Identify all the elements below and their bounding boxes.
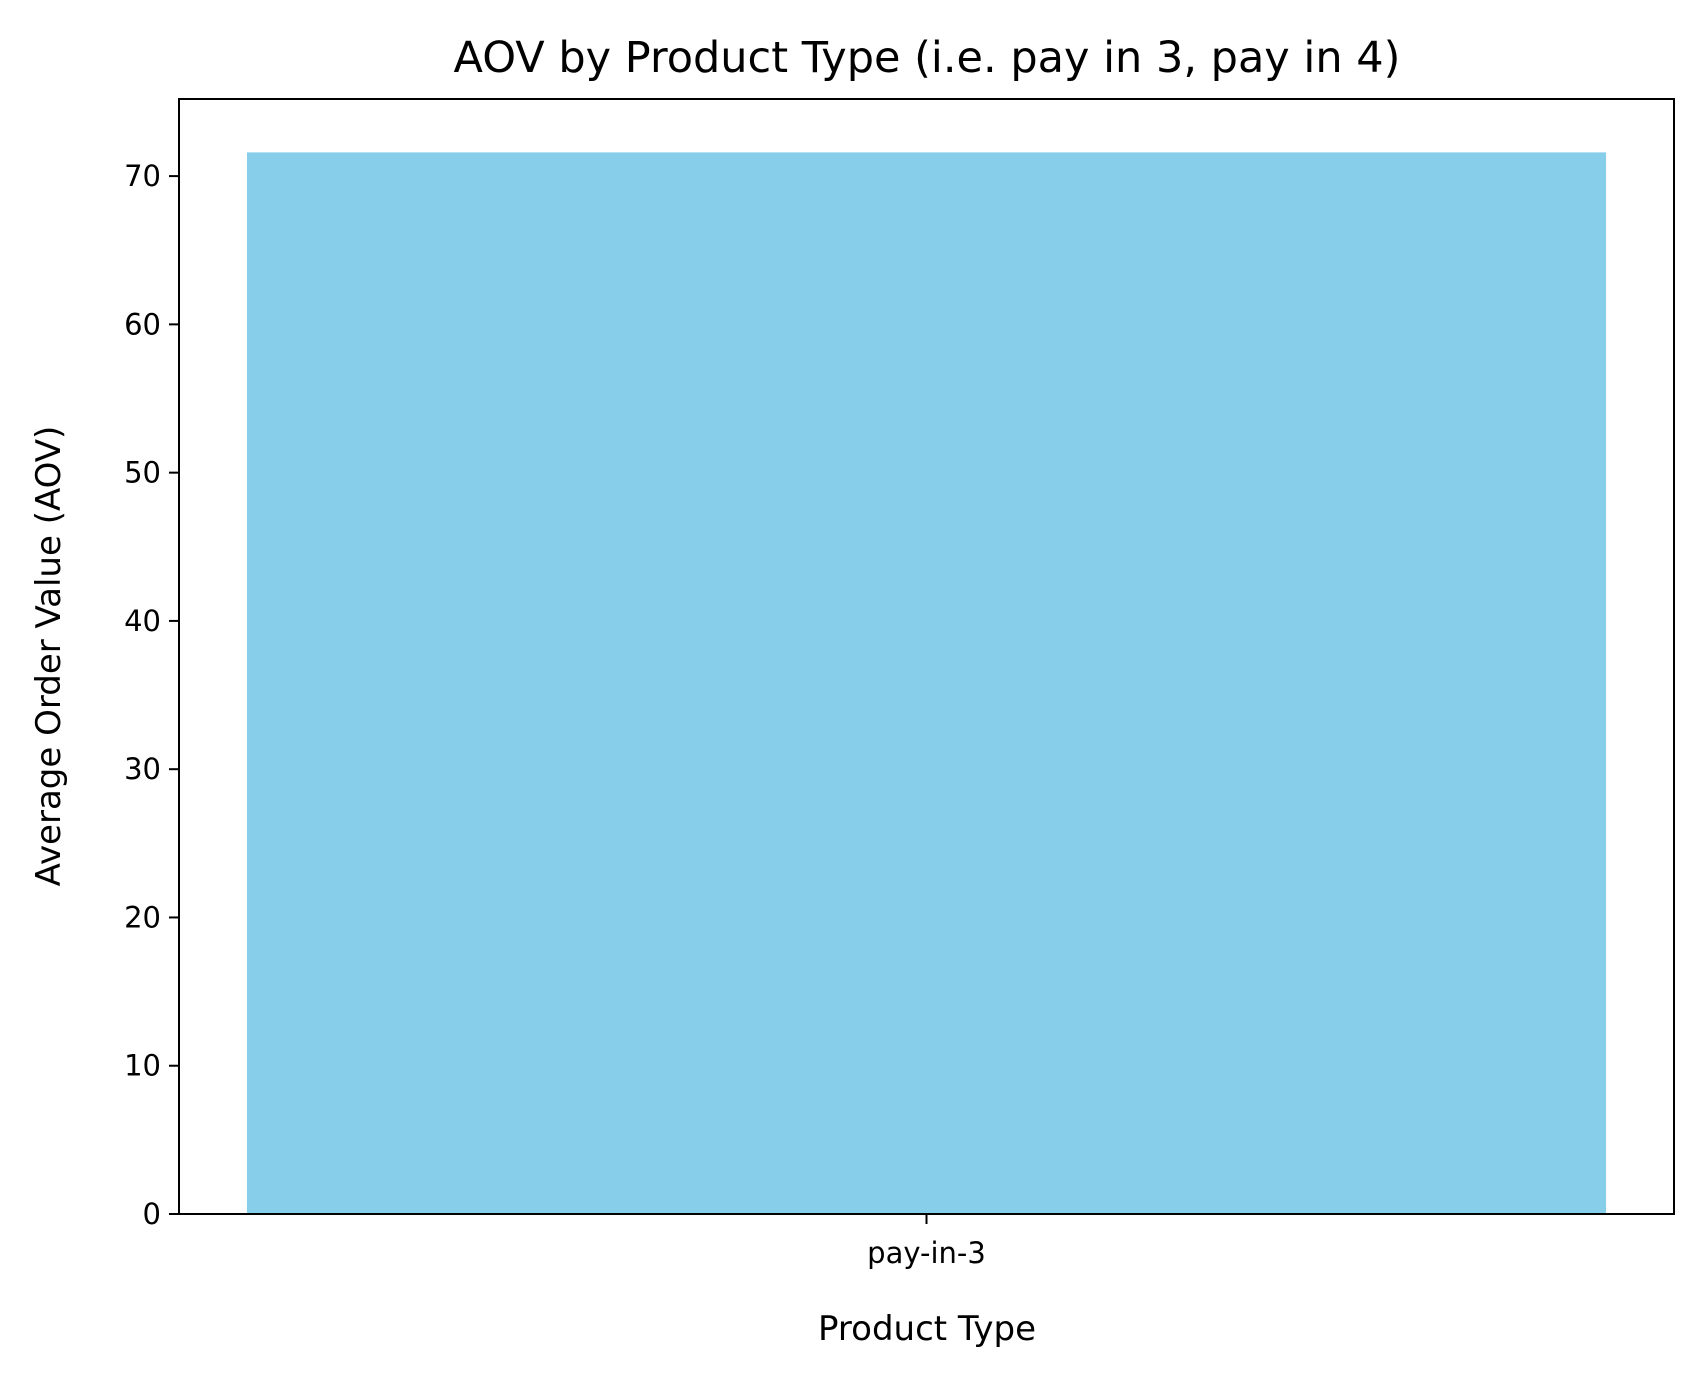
y-tick-label: 70 bbox=[124, 159, 161, 193]
y-tick-label: 10 bbox=[124, 1049, 161, 1083]
plot-area bbox=[246, 152, 1607, 1214]
y-tick-label: 50 bbox=[124, 456, 161, 490]
bar-pay-in-3 bbox=[246, 152, 1607, 1214]
y-tick-label: 20 bbox=[124, 900, 161, 934]
chart-title: AOV by Product Type (i.e. pay in 3, pay … bbox=[454, 33, 1401, 83]
x-axis: pay-in-3 bbox=[867, 1214, 986, 1270]
y-tick-label: 60 bbox=[124, 307, 161, 341]
x-axis-label: Product Type bbox=[818, 1309, 1036, 1349]
y-axis: 0 10 20 30 40 50 60 70 bbox=[124, 159, 179, 1231]
y-tick-label: 30 bbox=[124, 752, 161, 786]
x-tick-label: pay-in-3 bbox=[867, 1236, 986, 1270]
y-tick-label: 0 bbox=[143, 1197, 161, 1231]
y-tick-label: 40 bbox=[124, 604, 161, 638]
y-axis-label: Average Order Value (AOV) bbox=[29, 426, 69, 887]
